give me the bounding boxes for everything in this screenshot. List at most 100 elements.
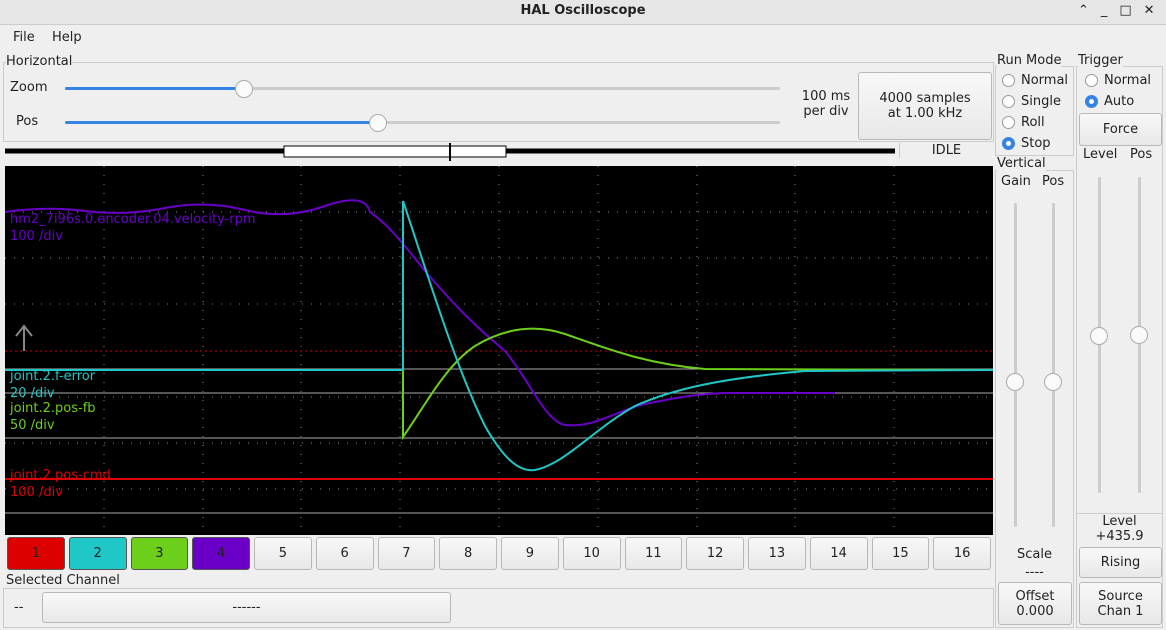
channel-button-text: 14 <box>830 546 847 561</box>
radio-label[interactable]: Auto <box>1104 94 1135 109</box>
tpos-label: Pos <box>1130 147 1153 162</box>
selected-value: -- <box>14 600 24 615</box>
channel-button[interactable]: 9 <box>501 537 559 570</box>
radio[interactable] <box>1002 137 1015 150</box>
radio-label[interactable]: Stop <box>1021 136 1051 151</box>
samples-button[interactable]: 4000 samples at 1.00 kHz <box>858 72 992 140</box>
trace-scale: 100 /div <box>10 485 63 500</box>
run-mode-title: Run Mode <box>997 53 1062 68</box>
samples-line: at 1.00 kHz <box>887 106 963 121</box>
force-text: Force <box>1102 122 1139 137</box>
selected-title: Selected Channel <box>6 573 120 588</box>
channel-button[interactable]: 3 <box>130 537 189 570</box>
channel-button[interactable]: 10 <box>562 537 621 570</box>
trace-scale: 50 /div <box>10 418 55 433</box>
channel-button-text: 15 <box>892 546 909 561</box>
channel-button[interactable]: 4 <box>192 537 250 570</box>
channel-button-text: 6 <box>340 546 349 561</box>
zoom-track[interactable] <box>65 87 780 90</box>
channel-button[interactable]: 5 <box>254 537 312 570</box>
channel-button-text: 1 <box>31 546 41 561</box>
state-label: IDLE <box>899 143 993 158</box>
selected-button[interactable]: ------ <box>42 592 451 623</box>
channel-button[interactable]: 7 <box>377 537 436 570</box>
edge-button[interactable]: Rising <box>1079 547 1162 578</box>
channel-button[interactable]: 15 <box>871 537 930 570</box>
scale-label: Scale <box>1017 547 1052 562</box>
level-knob[interactable] <box>1090 327 1108 345</box>
zoom-label: Zoom <box>10 80 48 95</box>
time-scale-line: 100 ms <box>801 89 851 104</box>
radio-label[interactable]: Single <box>1021 94 1061 109</box>
title-bar <box>0 0 1166 25</box>
channel-button-text: 5 <box>278 546 288 561</box>
vpos-label: Pos <box>1042 174 1065 189</box>
radio[interactable] <box>1002 116 1015 129</box>
pos-track[interactable] <box>65 121 780 124</box>
radio-label[interactable]: Roll <box>1021 115 1045 130</box>
gain-slider[interactable] <box>1014 203 1017 527</box>
channel-button[interactable]: 8 <box>439 537 497 570</box>
time-scale-line: per div <box>803 104 849 119</box>
channel-button[interactable]: 14 <box>809 537 868 570</box>
vpos-knob[interactable] <box>1044 373 1062 391</box>
radio[interactable] <box>1085 74 1098 87</box>
radio[interactable] <box>1002 95 1015 108</box>
scope-display[interactable]: hm2_7i96s.0.encoder.04.velocity-rpm 100 … <box>5 166 993 535</box>
channel-button[interactable]: 1 <box>7 537 65 570</box>
force-button[interactable]: Force <box>1079 113 1162 146</box>
channel-button-text: 11 <box>645 546 662 561</box>
level-readout-line: +435.9 <box>1095 529 1144 544</box>
position-bar[interactable] <box>5 143 895 161</box>
edge-text: Rising <box>1100 555 1141 570</box>
horizontal-title: Horizontal <box>6 54 73 69</box>
channel-button-text: 8 <box>463 546 473 561</box>
horizontal-frame <box>3 62 994 142</box>
trace-scale: 100 /div <box>10 229 63 244</box>
source-button[interactable]: Source Chan 1 <box>1079 582 1162 625</box>
gain-knob[interactable] <box>1006 373 1024 391</box>
gain-label: Gain <box>1001 174 1031 189</box>
channel-button-text: 7 <box>402 546 411 561</box>
source-line: Source <box>1098 588 1143 604</box>
pos-knob[interactable] <box>369 114 387 132</box>
selected-button-text: ------ <box>232 600 261 615</box>
level-label: Level <box>1083 147 1118 162</box>
radio-label[interactable]: Normal <box>1021 73 1069 88</box>
offset-line: 0.000 <box>1016 603 1054 619</box>
trigger-title: Trigger <box>1078 53 1123 68</box>
channel-button[interactable]: 11 <box>624 537 683 570</box>
channel-button-text: 10 <box>583 546 600 561</box>
vertical-title: Vertical <box>997 156 1046 171</box>
channel-button-text: 12 <box>706 546 724 561</box>
channel-button-text: 3 <box>155 546 164 561</box>
vpos-slider[interactable] <box>1052 203 1055 527</box>
scale-value: ---- <box>1025 565 1044 580</box>
zoom-knob[interactable] <box>235 80 253 98</box>
channel-button-text: 16 <box>953 546 971 561</box>
channel-button[interactable]: 2 <box>68 537 127 570</box>
channel-button[interactable]: 6 <box>315 537 374 570</box>
offset-button[interactable]: Offset 0.000 <box>998 582 1072 625</box>
radio[interactable] <box>1002 74 1015 87</box>
channel-button[interactable]: 12 <box>686 537 744 570</box>
menu-help[interactable]: Help <box>52 30 82 45</box>
radio-label[interactable]: Normal <box>1104 73 1152 88</box>
channel-button[interactable]: 13 <box>748 537 806 570</box>
trace-name: hm2_7i96s.0.encoder.04.velocity-rpm <box>10 212 255 227</box>
channel-button[interactable]: 16 <box>933 537 991 570</box>
channel-button-text: 4 <box>216 546 226 561</box>
level-readout-line: Level <box>1102 514 1137 529</box>
tpos-knob[interactable] <box>1130 326 1148 344</box>
window-title: HAL Oscilloscope <box>520 3 646 18</box>
window-controls[interactable]: ⌃_□✕ <box>1078 3 1166 18</box>
time-scale: 100 ms per div <box>790 89 862 119</box>
samples-line: 4000 samples <box>879 91 971 106</box>
offset-line: Offset <box>1015 588 1055 604</box>
level-readout: Level +435.9 <box>1076 513 1163 544</box>
channel-button-text: 13 <box>768 546 786 561</box>
menu-file[interactable]: File <box>13 30 35 45</box>
trace-name: joint.2.pos-fb <box>9 401 96 416</box>
radio[interactable] <box>1085 95 1098 108</box>
selected-frame <box>3 588 994 628</box>
